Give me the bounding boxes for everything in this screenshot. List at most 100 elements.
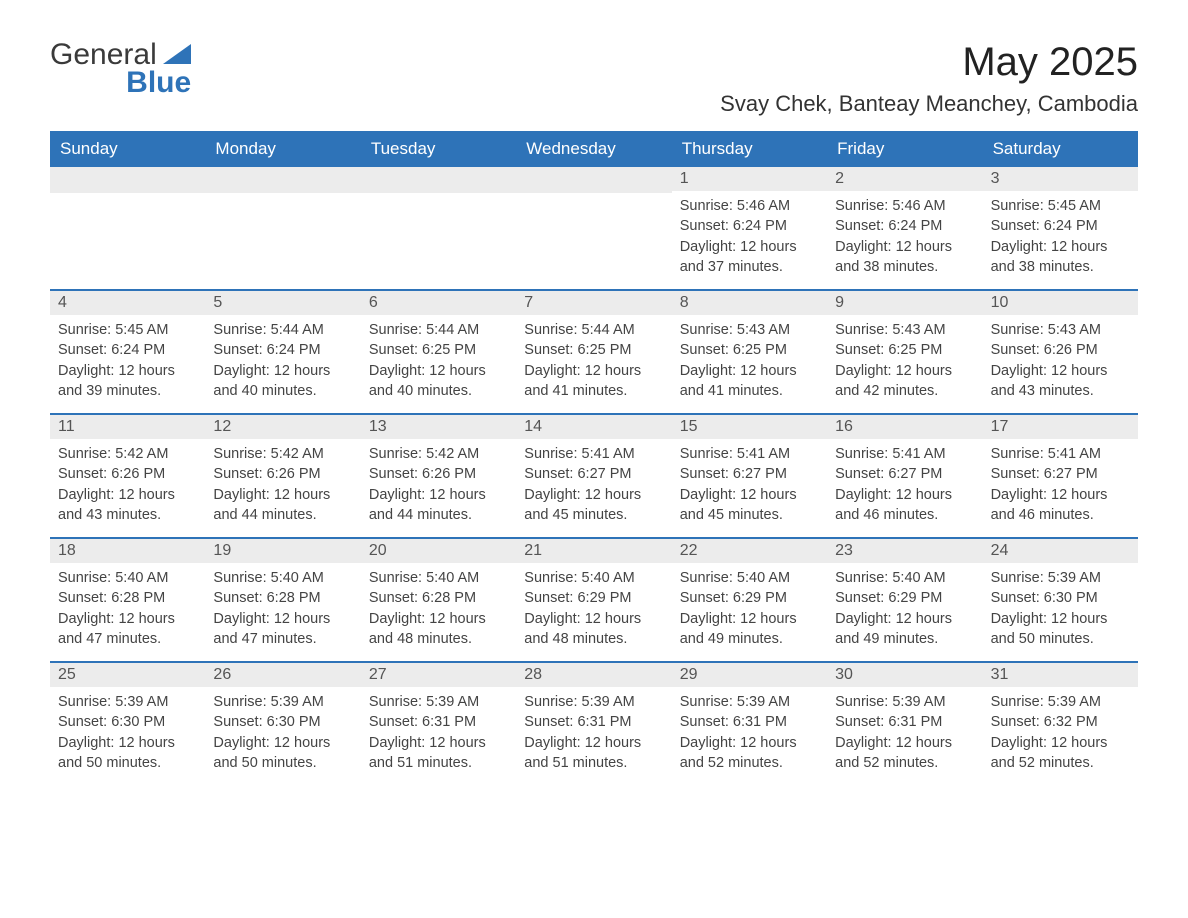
sunrise-text: Sunrise: 5:39 AM (524, 692, 663, 712)
sunrise-text: Sunrise: 5:44 AM (524, 320, 663, 340)
daylight-text: Daylight: 12 hours and 51 minutes. (524, 733, 663, 774)
sunrise-text: Sunrise: 5:39 AM (369, 692, 508, 712)
weekday-header: Friday (827, 131, 982, 167)
day-number: 15 (672, 415, 827, 439)
day-body: Sunrise: 5:45 AMSunset: 6:24 PMDaylight:… (983, 191, 1138, 287)
day-cell: 6Sunrise: 5:44 AMSunset: 6:25 PMDaylight… (361, 291, 516, 413)
daylight-text: Daylight: 12 hours and 50 minutes. (991, 609, 1130, 650)
daylight-text: Daylight: 12 hours and 48 minutes. (524, 609, 663, 650)
day-number: 12 (205, 415, 360, 439)
weekday-header: Monday (205, 131, 360, 167)
day-body: Sunrise: 5:42 AMSunset: 6:26 PMDaylight:… (205, 439, 360, 535)
day-cell: 12Sunrise: 5:42 AMSunset: 6:26 PMDayligh… (205, 415, 360, 537)
day-cell: 13Sunrise: 5:42 AMSunset: 6:26 PMDayligh… (361, 415, 516, 537)
sunrise-text: Sunrise: 5:43 AM (680, 320, 819, 340)
day-number: 27 (361, 663, 516, 687)
day-number: 14 (516, 415, 671, 439)
weekday-header: Tuesday (361, 131, 516, 167)
day-number: 29 (672, 663, 827, 687)
sunset-text: Sunset: 6:27 PM (835, 464, 974, 484)
day-body: Sunrise: 5:43 AMSunset: 6:25 PMDaylight:… (827, 315, 982, 411)
day-number: 16 (827, 415, 982, 439)
sunset-text: Sunset: 6:25 PM (835, 340, 974, 360)
day-body: Sunrise: 5:41 AMSunset: 6:27 PMDaylight:… (827, 439, 982, 535)
day-cell: 16Sunrise: 5:41 AMSunset: 6:27 PMDayligh… (827, 415, 982, 537)
day-number: 30 (827, 663, 982, 687)
day-body: Sunrise: 5:39 AMSunset: 6:31 PMDaylight:… (516, 687, 671, 783)
week-row: 4Sunrise: 5:45 AMSunset: 6:24 PMDaylight… (50, 289, 1138, 413)
sunset-text: Sunset: 6:28 PM (58, 588, 197, 608)
day-body: Sunrise: 5:44 AMSunset: 6:25 PMDaylight:… (516, 315, 671, 411)
day-number: 10 (983, 291, 1138, 315)
day-cell: 15Sunrise: 5:41 AMSunset: 6:27 PMDayligh… (672, 415, 827, 537)
day-cell: 7Sunrise: 5:44 AMSunset: 6:25 PMDaylight… (516, 291, 671, 413)
weekday-header-row: SundayMondayTuesdayWednesdayThursdayFrid… (50, 131, 1138, 167)
day-number: 9 (827, 291, 982, 315)
day-body: Sunrise: 5:42 AMSunset: 6:26 PMDaylight:… (50, 439, 205, 535)
day-cell: 8Sunrise: 5:43 AMSunset: 6:25 PMDaylight… (672, 291, 827, 413)
sunrise-text: Sunrise: 5:40 AM (680, 568, 819, 588)
sunrise-text: Sunrise: 5:41 AM (991, 444, 1130, 464)
day-cell: 28Sunrise: 5:39 AMSunset: 6:31 PMDayligh… (516, 663, 671, 785)
week-row: 11Sunrise: 5:42 AMSunset: 6:26 PMDayligh… (50, 413, 1138, 537)
day-cell: 26Sunrise: 5:39 AMSunset: 6:30 PMDayligh… (205, 663, 360, 785)
sunset-text: Sunset: 6:24 PM (680, 216, 819, 236)
day-cell: 5Sunrise: 5:44 AMSunset: 6:24 PMDaylight… (205, 291, 360, 413)
day-number: 17 (983, 415, 1138, 439)
daylight-text: Daylight: 12 hours and 52 minutes. (835, 733, 974, 774)
empty-day-bar (516, 167, 671, 193)
day-cell: 22Sunrise: 5:40 AMSunset: 6:29 PMDayligh… (672, 539, 827, 661)
day-cell: 25Sunrise: 5:39 AMSunset: 6:30 PMDayligh… (50, 663, 205, 785)
sunset-text: Sunset: 6:28 PM (369, 588, 508, 608)
day-cell (361, 167, 516, 289)
day-body: Sunrise: 5:44 AMSunset: 6:25 PMDaylight:… (361, 315, 516, 411)
day-cell: 10 Sunrise: 5:43 AMSunset: 6:26 PMDayligh… (983, 291, 1138, 413)
day-cell: 17Sunrise: 5:41 AMSunset: 6:27 PMDayligh… (983, 415, 1138, 537)
day-cell: 3Sunrise: 5:45 AMSunset: 6:24 PMDaylight… (983, 167, 1138, 289)
sunset-text: Sunset: 6:31 PM (369, 712, 508, 732)
day-body: Sunrise: 5:46 AMSunset: 6:24 PMDaylight:… (672, 191, 827, 287)
day-number: 6 (361, 291, 516, 315)
daylight-text: Daylight: 12 hours and 48 minutes. (369, 609, 508, 650)
day-number: 5 (205, 291, 360, 315)
daylight-text: Daylight: 12 hours and 44 minutes. (213, 485, 352, 526)
week-row: 25Sunrise: 5:39 AMSunset: 6:30 PMDayligh… (50, 661, 1138, 785)
day-cell: 23Sunrise: 5:40 AMSunset: 6:29 PMDayligh… (827, 539, 982, 661)
sunset-text: Sunset: 6:25 PM (680, 340, 819, 360)
day-body: Sunrise: 5:39 AMSunset: 6:30 PMDaylight:… (50, 687, 205, 783)
day-body: Sunrise: 5:39 AMSunset: 6:31 PMDaylight:… (827, 687, 982, 783)
day-number: 19 (205, 539, 360, 563)
day-number: 11 (50, 415, 205, 439)
sunset-text: Sunset: 6:31 PM (680, 712, 819, 732)
daylight-text: Daylight: 12 hours and 39 minutes. (58, 361, 197, 402)
day-number: 20 (361, 539, 516, 563)
daylight-text: Daylight: 12 hours and 38 minutes. (991, 237, 1130, 278)
sunrise-text: Sunrise: 5:43 AM (991, 320, 1130, 340)
day-body: Sunrise: 5:39 AMSunset: 6:31 PMDaylight:… (361, 687, 516, 783)
sunset-text: Sunset: 6:26 PM (213, 464, 352, 484)
daylight-text: Daylight: 12 hours and 45 minutes. (680, 485, 819, 526)
sunrise-text: Sunrise: 5:45 AM (991, 196, 1130, 216)
day-cell: 29Sunrise: 5:39 AMSunset: 6:31 PMDayligh… (672, 663, 827, 785)
sunset-text: Sunset: 6:28 PM (213, 588, 352, 608)
day-number: 25 (50, 663, 205, 687)
logo-text-block: General Blue (50, 40, 191, 98)
empty-day-bar (205, 167, 360, 193)
day-number: 26 (205, 663, 360, 687)
daylight-text: Daylight: 12 hours and 43 minutes. (991, 361, 1130, 402)
day-cell: 21Sunrise: 5:40 AMSunset: 6:29 PMDayligh… (516, 539, 671, 661)
sunrise-text: Sunrise: 5:42 AM (369, 444, 508, 464)
sunset-text: Sunset: 6:25 PM (524, 340, 663, 360)
day-number: 18 (50, 539, 205, 563)
sunset-text: Sunset: 6:26 PM (991, 340, 1130, 360)
header: General Blue May 2025 Svay Chek, Banteay… (50, 40, 1138, 117)
sunrise-text: Sunrise: 5:46 AM (835, 196, 974, 216)
daylight-text: Daylight: 12 hours and 49 minutes. (680, 609, 819, 650)
sunset-text: Sunset: 6:25 PM (369, 340, 508, 360)
daylight-text: Daylight: 12 hours and 38 minutes. (835, 237, 974, 278)
day-cell: 31Sunrise: 5:39 AMSunset: 6:32 PMDayligh… (983, 663, 1138, 785)
sunset-text: Sunset: 6:26 PM (58, 464, 197, 484)
daylight-text: Daylight: 12 hours and 47 minutes. (213, 609, 352, 650)
day-number: 4 (50, 291, 205, 315)
day-number: 7 (516, 291, 671, 315)
